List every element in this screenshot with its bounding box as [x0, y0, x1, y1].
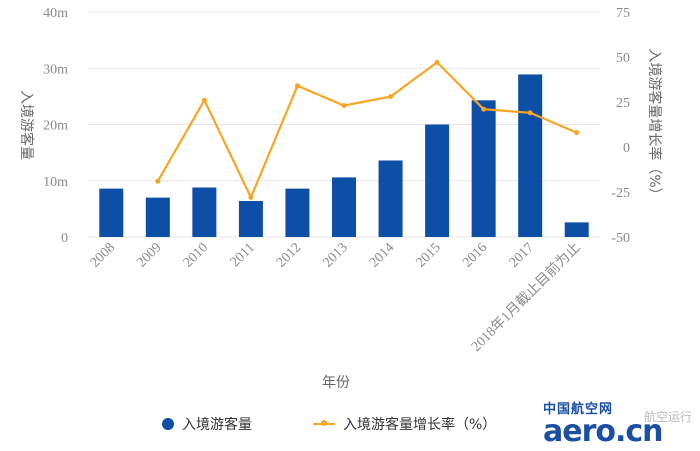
bar	[332, 177, 356, 237]
y2-tick-label: -25	[611, 186, 630, 201]
bar	[518, 74, 543, 237]
bar	[425, 124, 450, 237]
bar	[471, 100, 496, 237]
legend-label-visitors: 入境游客量	[182, 417, 252, 433]
logo-main-text: aero.cn	[543, 414, 664, 449]
growth-point	[201, 97, 207, 103]
y2-tick-label: 25	[616, 96, 630, 111]
y-tick-label: 0	[61, 231, 68, 246]
x-tick-label: 2016	[460, 240, 490, 270]
x-axis-title: 年份	[322, 375, 350, 391]
y2-tick-label: 75	[616, 6, 630, 21]
logo-top-text: 中国航空网	[543, 402, 614, 417]
growth-point	[341, 103, 347, 109]
x-tick-label: 2010	[181, 240, 211, 270]
y2-tick-label: 50	[616, 51, 630, 66]
growth-point	[574, 130, 580, 136]
bar	[192, 187, 217, 237]
bar	[285, 188, 310, 237]
logo-watermark: 航空运行	[643, 410, 692, 424]
x-tick-label: 2017	[507, 240, 537, 270]
grid-lines	[88, 11, 600, 238]
bar	[564, 222, 589, 237]
y-tick-label: 40m	[43, 6, 68, 21]
growth-point	[481, 106, 487, 112]
x-tick-label: 2011	[228, 240, 258, 270]
growth-point	[248, 194, 254, 200]
aero-cn-logo: 中国航空网 aero.cn 航空运行	[543, 398, 698, 448]
x-tick-label: 2008	[88, 240, 118, 270]
legend-bar-marker	[162, 418, 174, 430]
bar-series	[99, 74, 589, 237]
left-axis-ticks: 0 10m 20m 30m 40m	[43, 6, 68, 246]
x-tick-label: 2012	[274, 240, 304, 270]
legend-item-growth: 入境游客量增长率（%）	[313, 414, 496, 434]
growth-line	[156, 61, 578, 199]
right-axis-ticks: -50 -25 0 25 50 75	[611, 6, 630, 246]
legend-label-growth: 入境游客量增长率（%）	[343, 417, 497, 433]
x-tick-label: 2009	[134, 240, 164, 270]
growth-point	[388, 94, 394, 100]
bar	[238, 201, 263, 237]
line-series	[155, 59, 580, 200]
growth-point	[155, 178, 161, 184]
bar	[145, 197, 170, 237]
y-tick-label: 30m	[43, 62, 68, 77]
x-axis-ticks: 2008 2009 2010 2011 2012 2013 2014 2015 2016 2017…	[88, 239, 584, 355]
y-tick-label: 10m	[43, 175, 68, 190]
growth-point	[294, 83, 300, 89]
growth-point	[434, 59, 440, 65]
y2-tick-label: 0	[623, 141, 630, 156]
y-axis-title: 入境游客量	[18, 90, 35, 160]
legend-item-visitors: 入境游客量	[162, 414, 252, 434]
x-tick-label: 2015	[414, 240, 444, 270]
y2-axis-title: 入境游客量增长率（%）	[646, 48, 663, 201]
bar	[378, 160, 403, 237]
x-tick-label: 2013	[320, 240, 350, 270]
growth-point	[527, 110, 533, 116]
bar	[99, 188, 124, 237]
x-tick-label: 2014	[367, 240, 397, 270]
legend-line-marker	[313, 420, 335, 426]
y2-tick-label: -50	[611, 231, 630, 246]
y-tick-label: 20m	[43, 119, 68, 134]
